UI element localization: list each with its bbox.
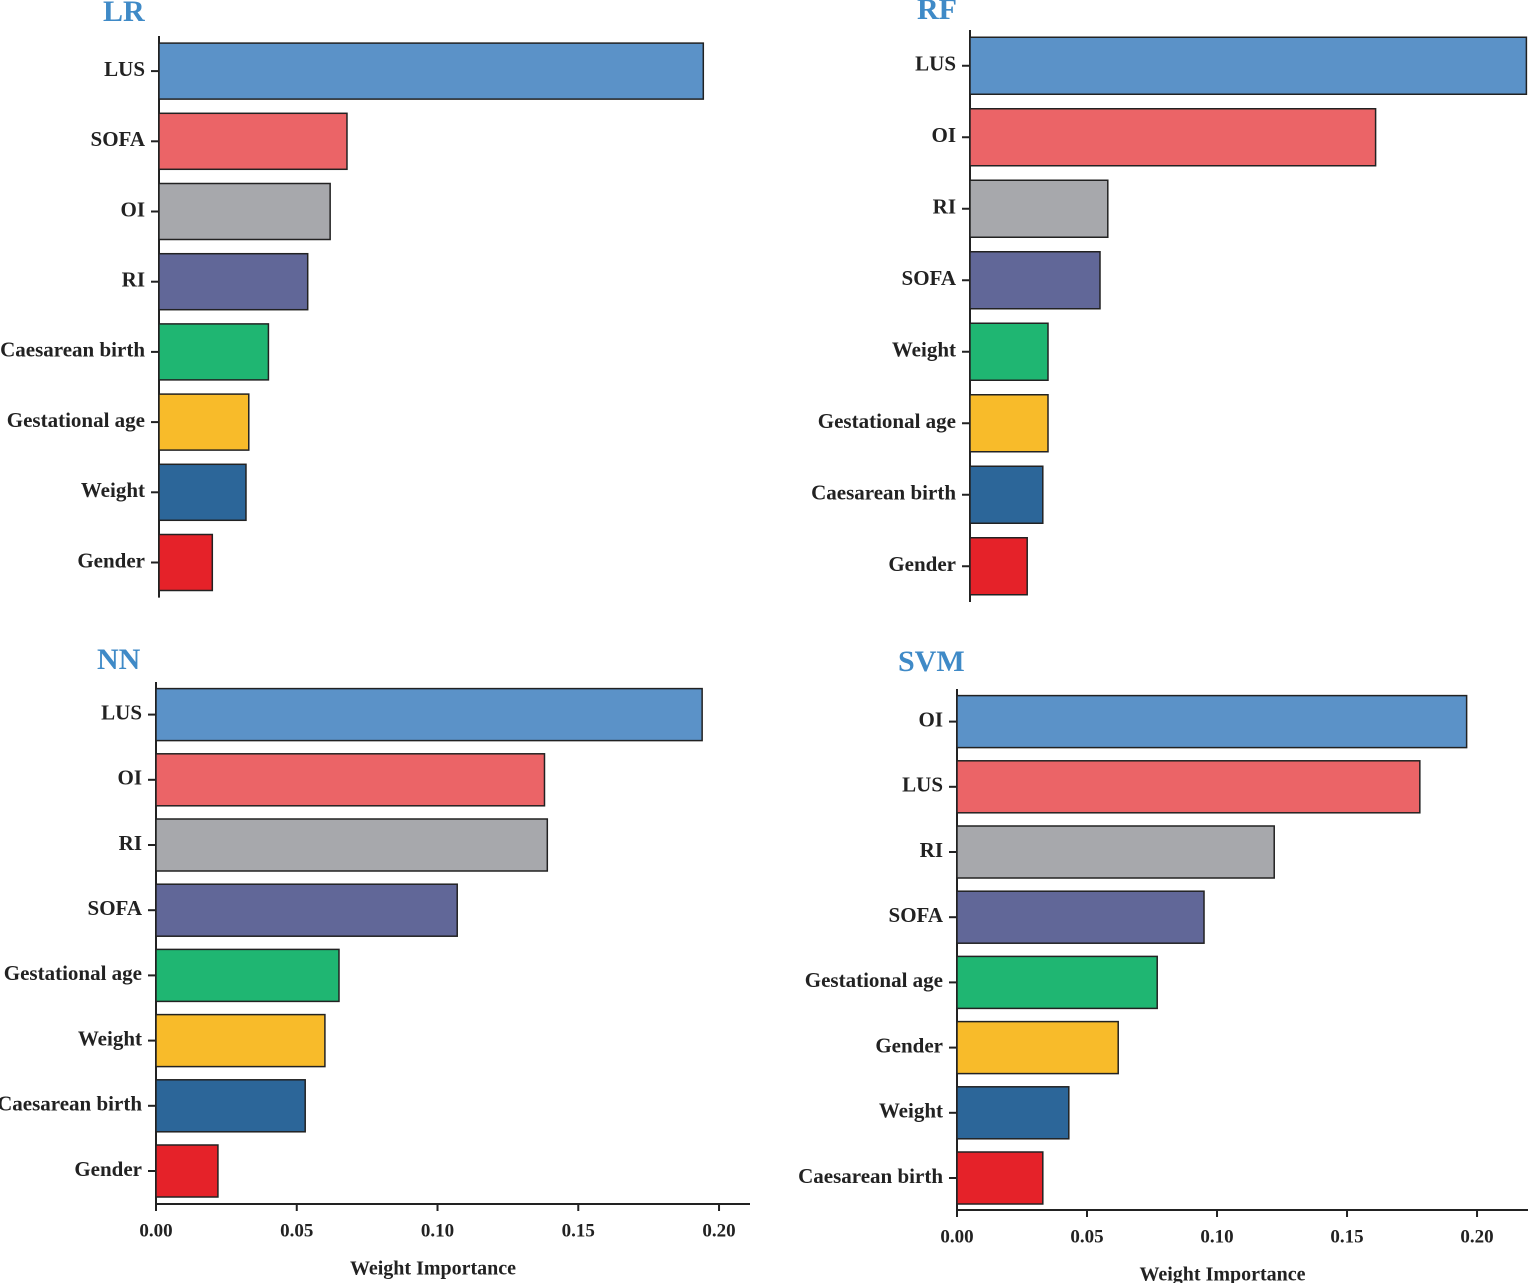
y-tick-label: Weight xyxy=(81,478,145,502)
bar xyxy=(158,252,309,311)
x-tick-label: 0.20 xyxy=(702,1220,735,1241)
bar xyxy=(969,251,1101,310)
y-tick-label: RI xyxy=(122,268,145,292)
x-tick-label: 0.15 xyxy=(1330,1226,1363,1247)
bar xyxy=(969,537,1028,596)
y-tick-label: Caesarean birth xyxy=(0,1092,142,1116)
bar xyxy=(158,463,247,522)
y-tick-label: OI xyxy=(117,766,142,790)
y-tick-label: Gestational age xyxy=(805,968,943,992)
bar xyxy=(956,1020,1119,1075)
y-tick-label: LUS xyxy=(902,773,943,797)
y-tick-label: SOFA xyxy=(91,127,146,151)
y-tick-label: OI xyxy=(918,707,943,731)
y-tick-label: Caesarean birth xyxy=(811,481,956,505)
y-tick-label: Gender xyxy=(888,552,956,576)
bar xyxy=(155,753,546,807)
y-tick-label: OI xyxy=(931,123,956,147)
y-tick-label: Gender xyxy=(77,548,145,572)
bar xyxy=(155,883,458,937)
bar xyxy=(956,694,1468,749)
y-tick-label: OI xyxy=(120,197,145,221)
y-tick-label: SOFA xyxy=(88,896,143,920)
bar xyxy=(158,533,214,592)
x-tick-label: 0.00 xyxy=(940,1226,973,1247)
y-tick-label: Caesarean birth xyxy=(798,1164,943,1188)
x-tick-label: 0.05 xyxy=(280,1220,313,1241)
bar xyxy=(158,42,705,100)
x-tick-label: 0.05 xyxy=(1070,1226,1103,1247)
bar xyxy=(155,687,703,742)
bar xyxy=(158,112,348,171)
y-tick-label: Gender xyxy=(74,1157,142,1181)
panel-title: SVM xyxy=(898,645,965,678)
bar xyxy=(956,760,1421,814)
y-tick-label: LUS xyxy=(915,52,956,76)
bar xyxy=(155,1013,326,1068)
bar xyxy=(969,322,1049,381)
y-tick-label: Weight xyxy=(879,1099,943,1123)
bar xyxy=(155,1079,306,1133)
panel-title: NN xyxy=(97,643,141,676)
x-axis-label: Weight Importance xyxy=(350,1258,516,1280)
x-tick-label: 0.10 xyxy=(421,1220,454,1241)
y-tick-label: Gestational age xyxy=(7,408,145,432)
panel-title: RF xyxy=(917,0,957,26)
bar xyxy=(158,393,250,451)
panel-title: LR xyxy=(103,0,145,28)
y-tick-label: RI xyxy=(933,195,956,219)
bar xyxy=(969,465,1044,524)
bar xyxy=(969,108,1377,167)
bar xyxy=(155,948,340,1003)
bar xyxy=(956,1151,1044,1205)
x-tick-label: 0.20 xyxy=(1460,1226,1493,1247)
y-tick-label: LUS xyxy=(104,57,145,81)
y-tick-label: Caesarean birth xyxy=(0,338,145,362)
y-tick-label: SOFA xyxy=(902,266,957,290)
bar xyxy=(969,394,1049,453)
y-tick-label: Gestational age xyxy=(818,409,956,433)
bar xyxy=(956,890,1205,944)
y-tick-label: RI xyxy=(920,838,943,862)
x-tick-label: 0.00 xyxy=(139,1220,172,1241)
y-tick-label: Weight xyxy=(78,1026,142,1050)
bar xyxy=(155,1144,219,1198)
y-tick-label: Gestational age xyxy=(4,961,142,985)
y-tick-label: RI xyxy=(119,831,142,855)
bar xyxy=(956,955,1158,1010)
y-tick-label: SOFA xyxy=(889,903,944,927)
bar xyxy=(956,1086,1070,1140)
bar xyxy=(956,825,1275,879)
bar xyxy=(158,182,331,241)
y-tick-label: Gender xyxy=(875,1033,943,1057)
y-tick-label: Weight xyxy=(892,338,956,362)
x-tick-label: 0.15 xyxy=(562,1220,595,1241)
bar xyxy=(158,323,270,381)
bar xyxy=(969,36,1528,95)
bar xyxy=(969,179,1109,238)
y-tick-label: LUS xyxy=(101,700,142,724)
x-tick-label: 0.10 xyxy=(1200,1226,1233,1247)
bar xyxy=(155,818,549,872)
x-axis-label: Weight Importance xyxy=(1139,1264,1305,1283)
